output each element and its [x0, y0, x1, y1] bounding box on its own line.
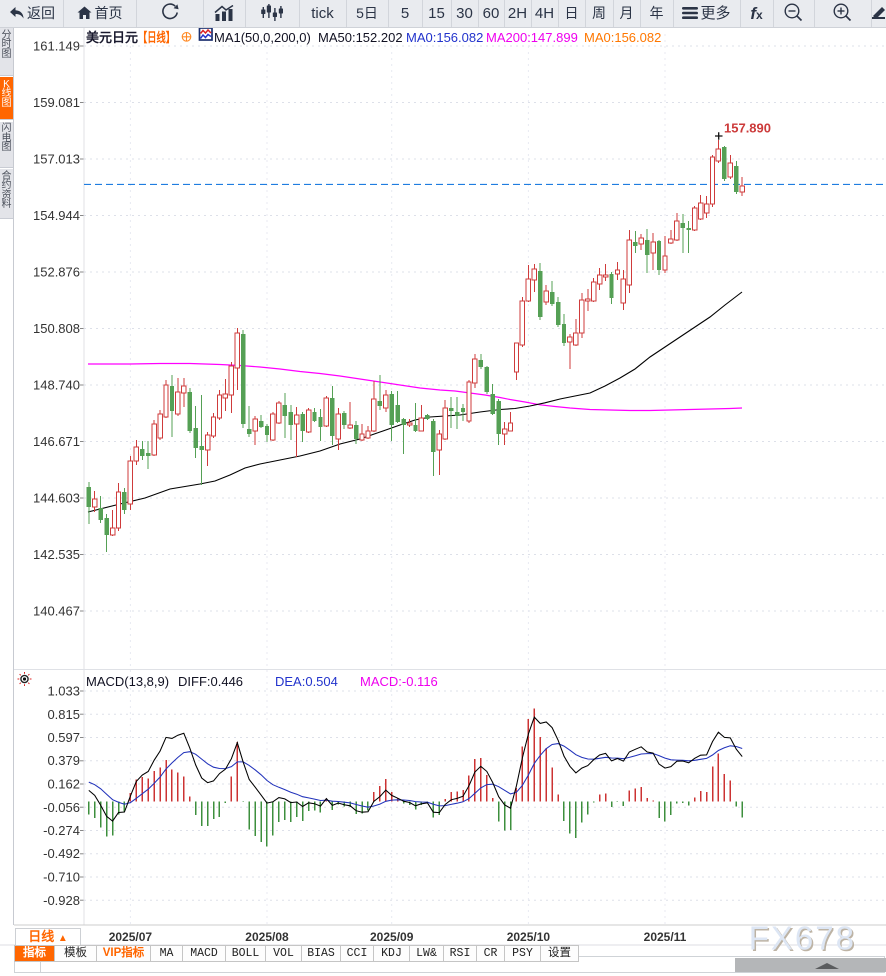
- svg-text:0.162: 0.162: [47, 777, 80, 792]
- svg-text:154.944: 154.944: [33, 208, 80, 223]
- svg-text:1.033: 1.033: [47, 684, 80, 699]
- svg-text:MA50:152.202: MA50:152.202: [318, 30, 403, 45]
- svg-text:DIFF:0.446: DIFF:0.446: [178, 674, 243, 689]
- svg-text:-0.928: -0.928: [43, 893, 80, 908]
- svg-text:0.815: 0.815: [47, 707, 80, 722]
- svg-text:MA0:156.082: MA0:156.082: [584, 30, 661, 45]
- svg-text:0.597: 0.597: [47, 730, 80, 745]
- svg-text:157.890: 157.890: [724, 121, 771, 136]
- svg-text:FX678: FX678: [749, 920, 856, 957]
- svg-text:2025/08: 2025/08: [245, 930, 289, 944]
- svg-text:159.081: 159.081: [33, 95, 80, 110]
- svg-text:2025/11: 2025/11: [644, 930, 687, 944]
- svg-text:MA0:156.082: MA0:156.082: [406, 30, 483, 45]
- svg-text:2025/10: 2025/10: [507, 930, 551, 944]
- svg-text:-0.492: -0.492: [43, 846, 80, 861]
- svg-text:-0.710: -0.710: [43, 870, 80, 885]
- svg-text:MA200:147.899: MA200:147.899: [486, 30, 578, 45]
- svg-text:2025/09: 2025/09: [370, 930, 414, 944]
- svg-text:-0.056: -0.056: [43, 800, 80, 815]
- svg-text:0.379: 0.379: [47, 753, 80, 768]
- svg-text:157.013: 157.013: [33, 152, 80, 167]
- svg-text:【日线】: 【日线】: [138, 30, 175, 45]
- svg-text:美元日元: 美元日元: [86, 30, 138, 45]
- svg-text:MACD:-0.116: MACD:-0.116: [360, 674, 438, 689]
- svg-text:144.603: 144.603: [33, 491, 80, 506]
- svg-text:140.467: 140.467: [33, 604, 80, 619]
- svg-text:146.671: 146.671: [33, 434, 80, 449]
- svg-text:148.740: 148.740: [33, 378, 80, 393]
- svg-text:150.808: 150.808: [33, 321, 80, 336]
- svg-text:MACD(13,8,9): MACD(13,8,9): [86, 674, 169, 689]
- svg-text:161.149: 161.149: [33, 39, 80, 54]
- svg-text:MA1(50,0,200,0): MA1(50,0,200,0): [214, 30, 311, 45]
- svg-text:FX678: FX678: [750, 921, 857, 958]
- svg-text:-0.274: -0.274: [43, 823, 80, 838]
- svg-text:2025/07: 2025/07: [109, 930, 153, 944]
- svg-text:DEA:0.504: DEA:0.504: [275, 674, 338, 689]
- svg-text:152.876: 152.876: [33, 265, 80, 280]
- svg-text:142.535: 142.535: [33, 547, 80, 562]
